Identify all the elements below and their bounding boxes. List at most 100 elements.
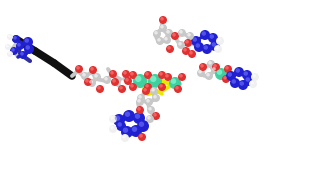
- Circle shape: [187, 33, 191, 37]
- Circle shape: [165, 29, 173, 37]
- Circle shape: [224, 65, 232, 73]
- Circle shape: [146, 99, 150, 103]
- Circle shape: [209, 34, 214, 39]
- Circle shape: [205, 72, 213, 80]
- Circle shape: [200, 64, 204, 68]
- Circle shape: [202, 44, 212, 54]
- Circle shape: [156, 37, 164, 45]
- Circle shape: [207, 60, 215, 68]
- Circle shape: [169, 77, 181, 89]
- Circle shape: [193, 37, 197, 42]
- Circle shape: [137, 107, 141, 111]
- Circle shape: [194, 42, 204, 52]
- Circle shape: [76, 66, 80, 70]
- Circle shape: [147, 116, 151, 120]
- Circle shape: [123, 128, 128, 133]
- Circle shape: [212, 67, 216, 71]
- Circle shape: [200, 30, 210, 40]
- Circle shape: [137, 94, 145, 102]
- Circle shape: [137, 120, 149, 132]
- Circle shape: [23, 37, 33, 47]
- Circle shape: [96, 85, 104, 93]
- Circle shape: [130, 84, 134, 88]
- Circle shape: [84, 78, 92, 86]
- Circle shape: [191, 36, 201, 46]
- Circle shape: [177, 41, 185, 49]
- Circle shape: [17, 43, 21, 47]
- Circle shape: [118, 85, 126, 93]
- Circle shape: [186, 32, 194, 40]
- Circle shape: [81, 72, 89, 80]
- Circle shape: [110, 71, 114, 75]
- Circle shape: [116, 121, 126, 131]
- Circle shape: [160, 25, 164, 29]
- Circle shape: [89, 80, 93, 84]
- Circle shape: [183, 48, 187, 52]
- Circle shape: [150, 76, 156, 82]
- Circle shape: [129, 71, 137, 79]
- Circle shape: [125, 78, 129, 82]
- Circle shape: [213, 64, 217, 68]
- Circle shape: [110, 116, 114, 120]
- Circle shape: [234, 67, 244, 77]
- Circle shape: [121, 126, 133, 138]
- Circle shape: [227, 72, 232, 77]
- Circle shape: [150, 87, 158, 95]
- Circle shape: [215, 46, 219, 50]
- Circle shape: [145, 72, 149, 76]
- Circle shape: [130, 72, 134, 76]
- Circle shape: [157, 38, 161, 42]
- Circle shape: [239, 81, 244, 86]
- Circle shape: [142, 87, 150, 95]
- Circle shape: [211, 66, 219, 74]
- Circle shape: [197, 69, 205, 77]
- Circle shape: [146, 115, 154, 123]
- Circle shape: [166, 30, 170, 34]
- Circle shape: [115, 115, 120, 121]
- Circle shape: [135, 76, 141, 82]
- Circle shape: [8, 52, 11, 54]
- Circle shape: [133, 112, 145, 124]
- Circle shape: [163, 36, 171, 44]
- Circle shape: [174, 85, 182, 93]
- Circle shape: [82, 73, 86, 77]
- Circle shape: [19, 51, 27, 59]
- Circle shape: [179, 30, 183, 34]
- Circle shape: [139, 134, 143, 138]
- Circle shape: [202, 31, 206, 36]
- Circle shape: [159, 16, 167, 24]
- Circle shape: [89, 66, 97, 74]
- Circle shape: [112, 79, 116, 83]
- Circle shape: [133, 74, 147, 88]
- Circle shape: [158, 83, 166, 91]
- Circle shape: [103, 76, 111, 84]
- Circle shape: [123, 110, 135, 122]
- Circle shape: [88, 79, 96, 87]
- Circle shape: [138, 133, 146, 141]
- Circle shape: [222, 75, 230, 83]
- Circle shape: [97, 86, 101, 90]
- Circle shape: [12, 35, 20, 43]
- Circle shape: [109, 70, 117, 78]
- Circle shape: [238, 80, 248, 90]
- Circle shape: [160, 17, 164, 21]
- Circle shape: [217, 38, 221, 42]
- Circle shape: [178, 42, 182, 46]
- Circle shape: [109, 125, 117, 133]
- Circle shape: [130, 125, 142, 137]
- Circle shape: [16, 42, 24, 50]
- Circle shape: [172, 33, 176, 37]
- Circle shape: [144, 71, 152, 79]
- Circle shape: [7, 51, 13, 57]
- Circle shape: [166, 45, 174, 53]
- Circle shape: [125, 112, 130, 117]
- Circle shape: [110, 126, 114, 130]
- Circle shape: [93, 73, 101, 81]
- Circle shape: [171, 78, 176, 84]
- Circle shape: [208, 33, 218, 43]
- Circle shape: [243, 71, 248, 76]
- Circle shape: [182, 47, 190, 55]
- Circle shape: [188, 50, 196, 58]
- Circle shape: [154, 31, 158, 35]
- Circle shape: [231, 79, 236, 84]
